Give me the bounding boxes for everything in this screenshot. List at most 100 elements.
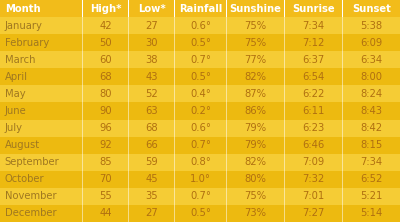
Bar [284, 188, 285, 205]
Text: High*: High* [90, 4, 121, 14]
Text: 6:22: 6:22 [302, 89, 325, 99]
Text: 8:42: 8:42 [360, 123, 383, 133]
Text: 6:11: 6:11 [302, 106, 325, 116]
Bar [0, 0, 400, 17]
Text: November: November [5, 191, 56, 201]
Bar [82, 34, 83, 51]
Text: 59: 59 [145, 157, 158, 167]
Text: 0.5°: 0.5° [190, 208, 211, 218]
Bar [0, 103, 400, 119]
Bar [174, 205, 175, 222]
Text: Sunset: Sunset [352, 4, 391, 14]
Bar [82, 103, 83, 119]
Text: April: April [5, 72, 28, 82]
Bar [342, 188, 343, 205]
Text: 79%: 79% [244, 140, 267, 150]
Text: 5:14: 5:14 [360, 208, 383, 218]
Bar [342, 51, 343, 68]
Bar [174, 51, 175, 68]
Bar [174, 17, 175, 34]
Bar [0, 85, 400, 103]
Bar [0, 119, 400, 137]
Bar [82, 188, 83, 205]
Bar [128, 0, 129, 17]
Bar [226, 68, 227, 85]
Bar [284, 85, 285, 103]
Text: 5:21: 5:21 [360, 191, 383, 201]
Text: August: August [5, 140, 40, 150]
Text: January: January [5, 21, 43, 31]
Text: 0.5°: 0.5° [190, 38, 211, 48]
Bar [174, 171, 175, 188]
Bar [82, 205, 83, 222]
Bar [284, 154, 285, 171]
Text: 0.6°: 0.6° [190, 123, 211, 133]
Bar [128, 119, 129, 137]
Text: 42: 42 [99, 21, 112, 31]
Text: 73%: 73% [244, 208, 266, 218]
Text: 7:12: 7:12 [302, 38, 325, 48]
Text: May: May [5, 89, 26, 99]
Text: 6:46: 6:46 [302, 140, 325, 150]
Bar [0, 34, 400, 51]
Text: 87%: 87% [244, 89, 266, 99]
Text: 5:38: 5:38 [360, 21, 383, 31]
Bar [284, 68, 285, 85]
Text: 8:00: 8:00 [361, 72, 382, 82]
Text: June: June [5, 106, 26, 116]
Text: 52: 52 [145, 89, 158, 99]
Text: 0.7°: 0.7° [190, 140, 211, 150]
Bar [174, 188, 175, 205]
Text: 8:15: 8:15 [360, 140, 383, 150]
Bar [174, 34, 175, 51]
Bar [284, 17, 285, 34]
Bar [82, 68, 83, 85]
Bar [226, 0, 227, 17]
Text: 43: 43 [145, 72, 158, 82]
Bar [128, 51, 129, 68]
Bar [284, 34, 285, 51]
Text: Low*: Low* [138, 4, 166, 14]
Bar [82, 17, 83, 34]
Bar [174, 68, 175, 85]
Text: 6:34: 6:34 [360, 55, 383, 65]
Text: 6:09: 6:09 [360, 38, 383, 48]
Bar [342, 154, 343, 171]
Bar [128, 171, 129, 188]
Text: December: December [5, 208, 56, 218]
Bar [226, 34, 227, 51]
Text: 70: 70 [99, 174, 112, 184]
Bar [342, 85, 343, 103]
Bar [284, 119, 285, 137]
Text: 75%: 75% [244, 38, 267, 48]
Text: 7:32: 7:32 [302, 174, 325, 184]
Text: 38: 38 [145, 55, 158, 65]
Bar [284, 205, 285, 222]
Text: 68: 68 [99, 72, 112, 82]
Text: 6:23: 6:23 [302, 123, 325, 133]
Bar [82, 171, 83, 188]
Text: 80%: 80% [245, 174, 266, 184]
Bar [128, 188, 129, 205]
Text: 35: 35 [145, 191, 158, 201]
Text: 80: 80 [99, 89, 112, 99]
Text: 6:52: 6:52 [360, 174, 383, 184]
Bar [226, 119, 227, 137]
Bar [284, 103, 285, 119]
Bar [342, 17, 343, 34]
Text: 6:54: 6:54 [302, 72, 325, 82]
Text: 44: 44 [99, 208, 112, 218]
Bar [174, 103, 175, 119]
Text: 6:37: 6:37 [302, 55, 325, 65]
Text: 0.6°: 0.6° [190, 21, 211, 31]
Bar [174, 137, 175, 154]
Text: 0.7°: 0.7° [190, 191, 211, 201]
Bar [342, 171, 343, 188]
Text: 96: 96 [99, 123, 112, 133]
Text: 77%: 77% [244, 55, 267, 65]
Bar [0, 68, 400, 85]
Bar [82, 85, 83, 103]
Bar [342, 119, 343, 137]
Bar [342, 103, 343, 119]
Text: 8:24: 8:24 [360, 89, 383, 99]
